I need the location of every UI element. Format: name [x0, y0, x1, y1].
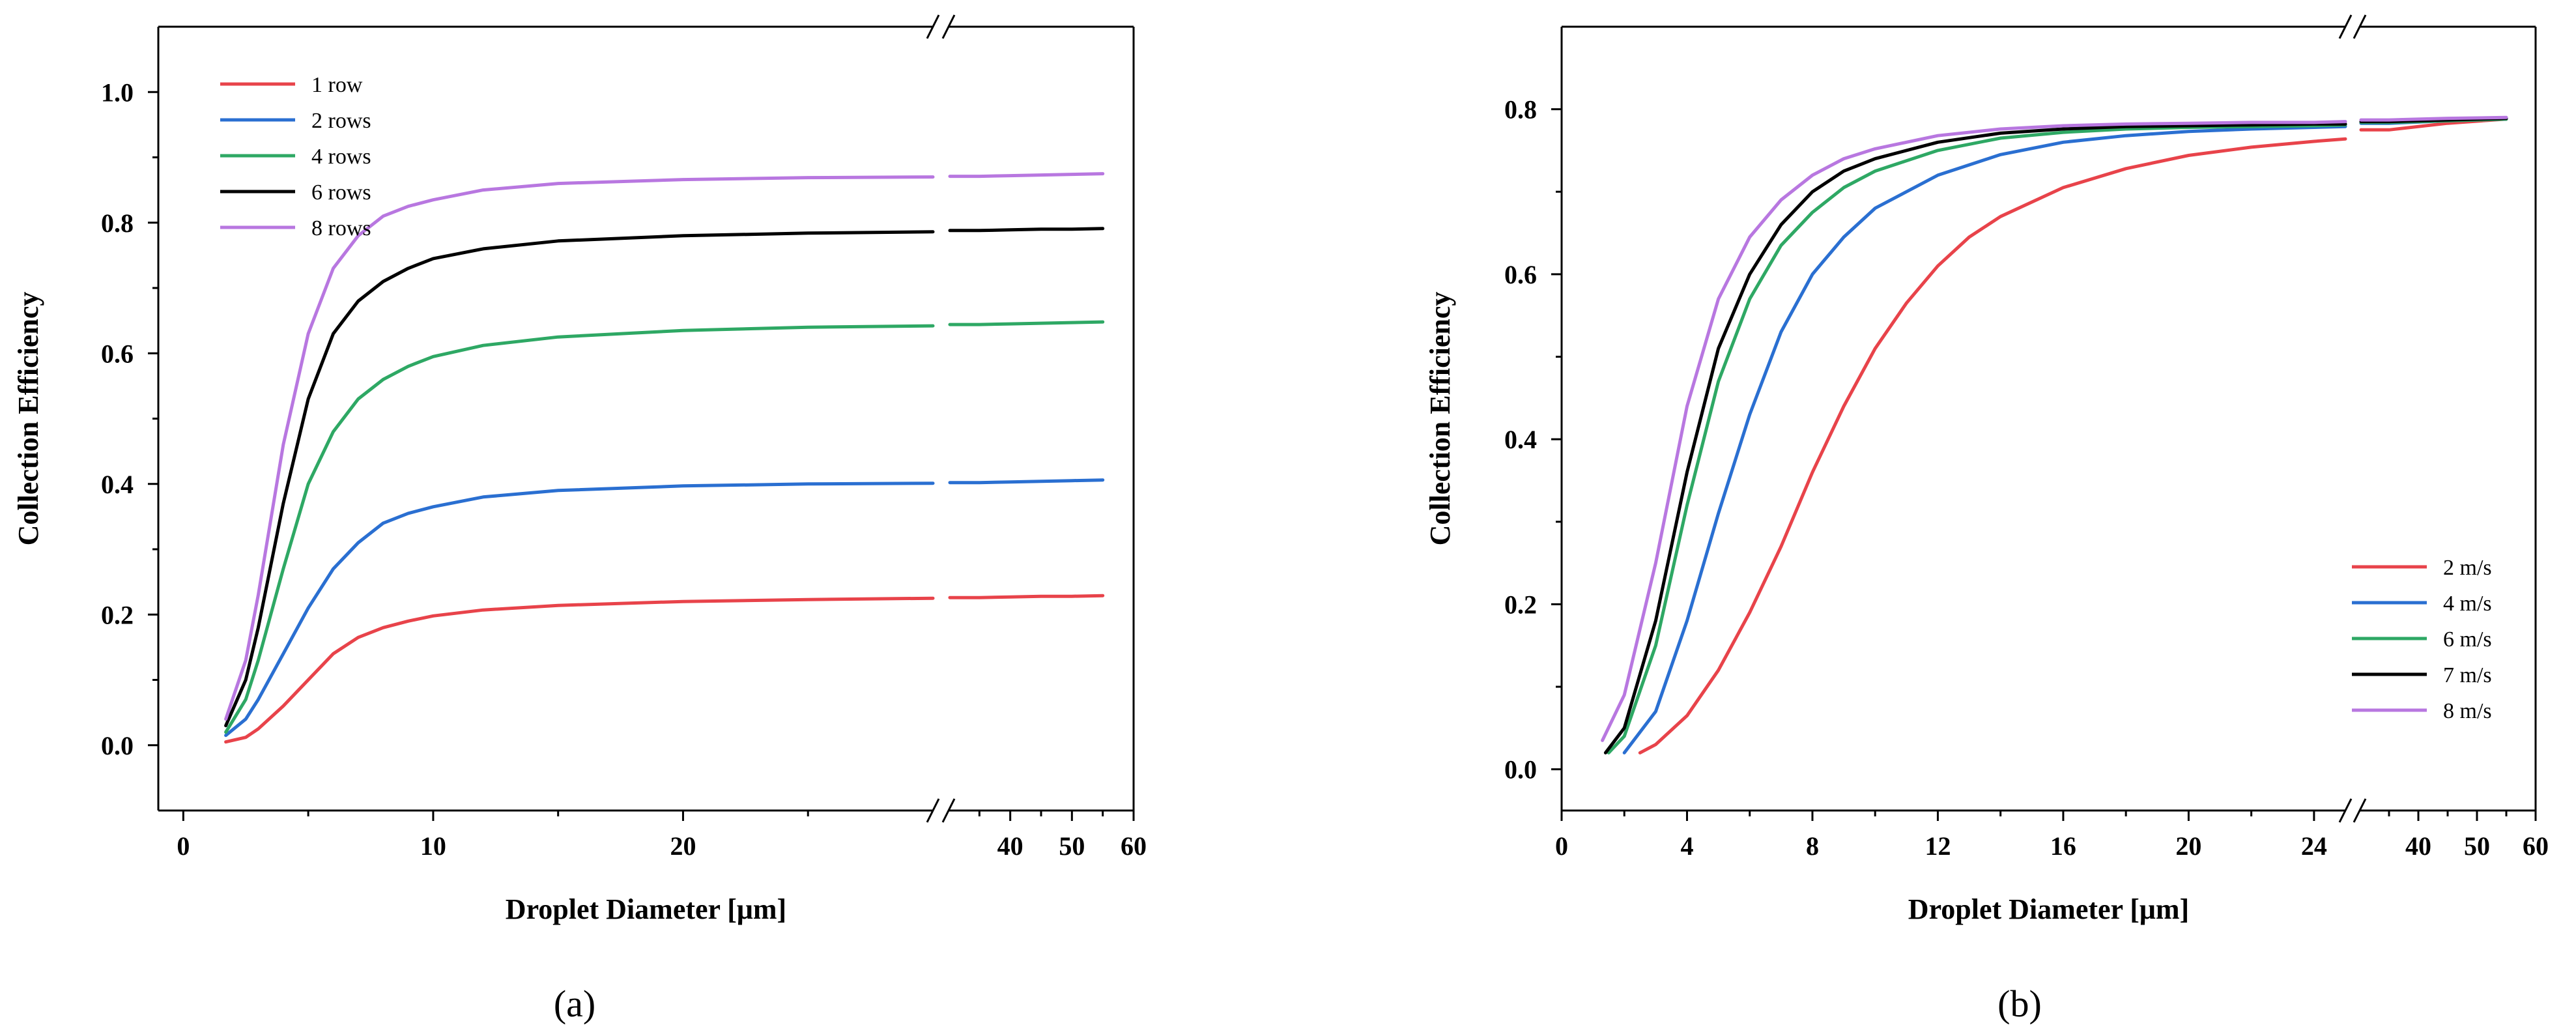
series-line-8-m-s: [1601, 120, 2347, 742]
panel-label: (a): [554, 983, 595, 1025]
series-line-6-rows-after-break: [948, 227, 1105, 233]
legend-label: 1 row: [311, 73, 363, 97]
legend-label: 6 rows: [311, 180, 371, 205]
series-line-4-m-s: [1622, 124, 2347, 754]
top-axis-break-mark: [2353, 14, 2367, 39]
top-axis-break-mark: [2338, 14, 2353, 39]
x-tick-label: 16: [2050, 831, 2076, 861]
top-axis-break-mark: [941, 14, 956, 39]
legend-label: 6 m/s: [2443, 627, 2492, 652]
y-tick-label: 0.4: [101, 470, 134, 499]
y-tick-label: 0.0: [1504, 755, 1537, 784]
legend-label: 2 m/s: [2443, 556, 2492, 580]
series-line-7-m-s: [1603, 122, 2347, 754]
x-axis-title: Droplet Diameter [μm]: [1908, 893, 2189, 925]
x-tick-label: 12: [1925, 831, 1951, 861]
x-tick-label: 60: [2523, 831, 2549, 861]
series-line-2-rows-after-break: [948, 478, 1105, 485]
y-tick-label: 0.2: [1504, 590, 1537, 619]
x-tick-label: 20: [2175, 831, 2201, 861]
series-line-6-m-s: [1607, 123, 2347, 754]
x-tick-label: 40: [997, 831, 1023, 861]
legend-label: 4 rows: [311, 145, 371, 169]
series-line-8-rows-after-break: [948, 172, 1105, 179]
y-tick-label: 1.0: [101, 78, 134, 107]
y-tick-label: 0.6: [101, 339, 134, 368]
legend-label: 2 rows: [311, 109, 371, 133]
series-line-2-m-s: [1638, 137, 2347, 754]
chart-panel-b: 0.0 0.2 0.4 0.6 0.8 0 4 8 12 16 20 24 40 50 60 Droplet …: [1424, 14, 2549, 1025]
chart-panel-a: 0.0 0.2 0.4 0.6 0.8 1.0 0 10 20 40 50 60 Droplet Dia…: [12, 14, 1147, 1025]
y-tick-label: 0.0: [101, 731, 134, 760]
y-axis-title: Collection Efficiency: [12, 292, 44, 546]
legend-label: 8 rows: [311, 216, 371, 240]
series-line-1-row: [224, 596, 935, 744]
legend-label: 8 m/s: [2443, 699, 2492, 723]
x-tick-label: 60: [1121, 831, 1147, 861]
x-tick-label: 0: [1555, 831, 1568, 861]
legend-label: 4 m/s: [2443, 592, 2492, 616]
series-line-4-rows-after-break: [948, 320, 1105, 326]
y-tick-label: 0.6: [1504, 260, 1537, 289]
series-line-4-rows: [224, 324, 935, 734]
legend-label: 7 m/s: [2443, 663, 2492, 687]
x-tick-label: 50: [2464, 831, 2490, 861]
series-line-6-rows: [224, 230, 935, 728]
bottom-axis-break-mark: [2353, 798, 2367, 823]
series-line-8-m-s-after-break: [2359, 115, 2508, 122]
plot-frame: [1560, 25, 2537, 812]
bottom-axis-break-mark: [941, 798, 956, 823]
x-axis-title: Droplet Diameter [μm]: [506, 893, 786, 925]
series-line-2-rows: [224, 481, 935, 738]
series-line-1-row-after-break: [948, 594, 1105, 599]
x-tick-label: 4: [1680, 831, 1693, 861]
y-tick-label: 0.8: [1504, 95, 1537, 124]
y-tick-label: 0.2: [101, 600, 134, 629]
x-tick-label: 40: [2405, 831, 2431, 861]
top-axis-break-mark: [926, 14, 940, 39]
series-line-8-rows: [224, 175, 935, 721]
y-axis-title: Collection Efficiency: [1424, 292, 1456, 546]
y-tick-label: 0.8: [101, 208, 134, 238]
x-tick-label: 8: [1806, 831, 1819, 861]
x-tick-label: 20: [670, 831, 696, 861]
y-tick-label: 0.4: [1504, 425, 1537, 454]
x-tick-label: 24: [2301, 831, 2327, 861]
bottom-axis-break-mark: [2338, 798, 2353, 823]
x-tick-label: 50: [1059, 831, 1085, 861]
x-tick-label: 10: [420, 831, 446, 861]
x-tick-label: 0: [177, 831, 190, 861]
panel-label: (b): [1997, 983, 2042, 1025]
bottom-axis-break-mark: [926, 798, 940, 823]
